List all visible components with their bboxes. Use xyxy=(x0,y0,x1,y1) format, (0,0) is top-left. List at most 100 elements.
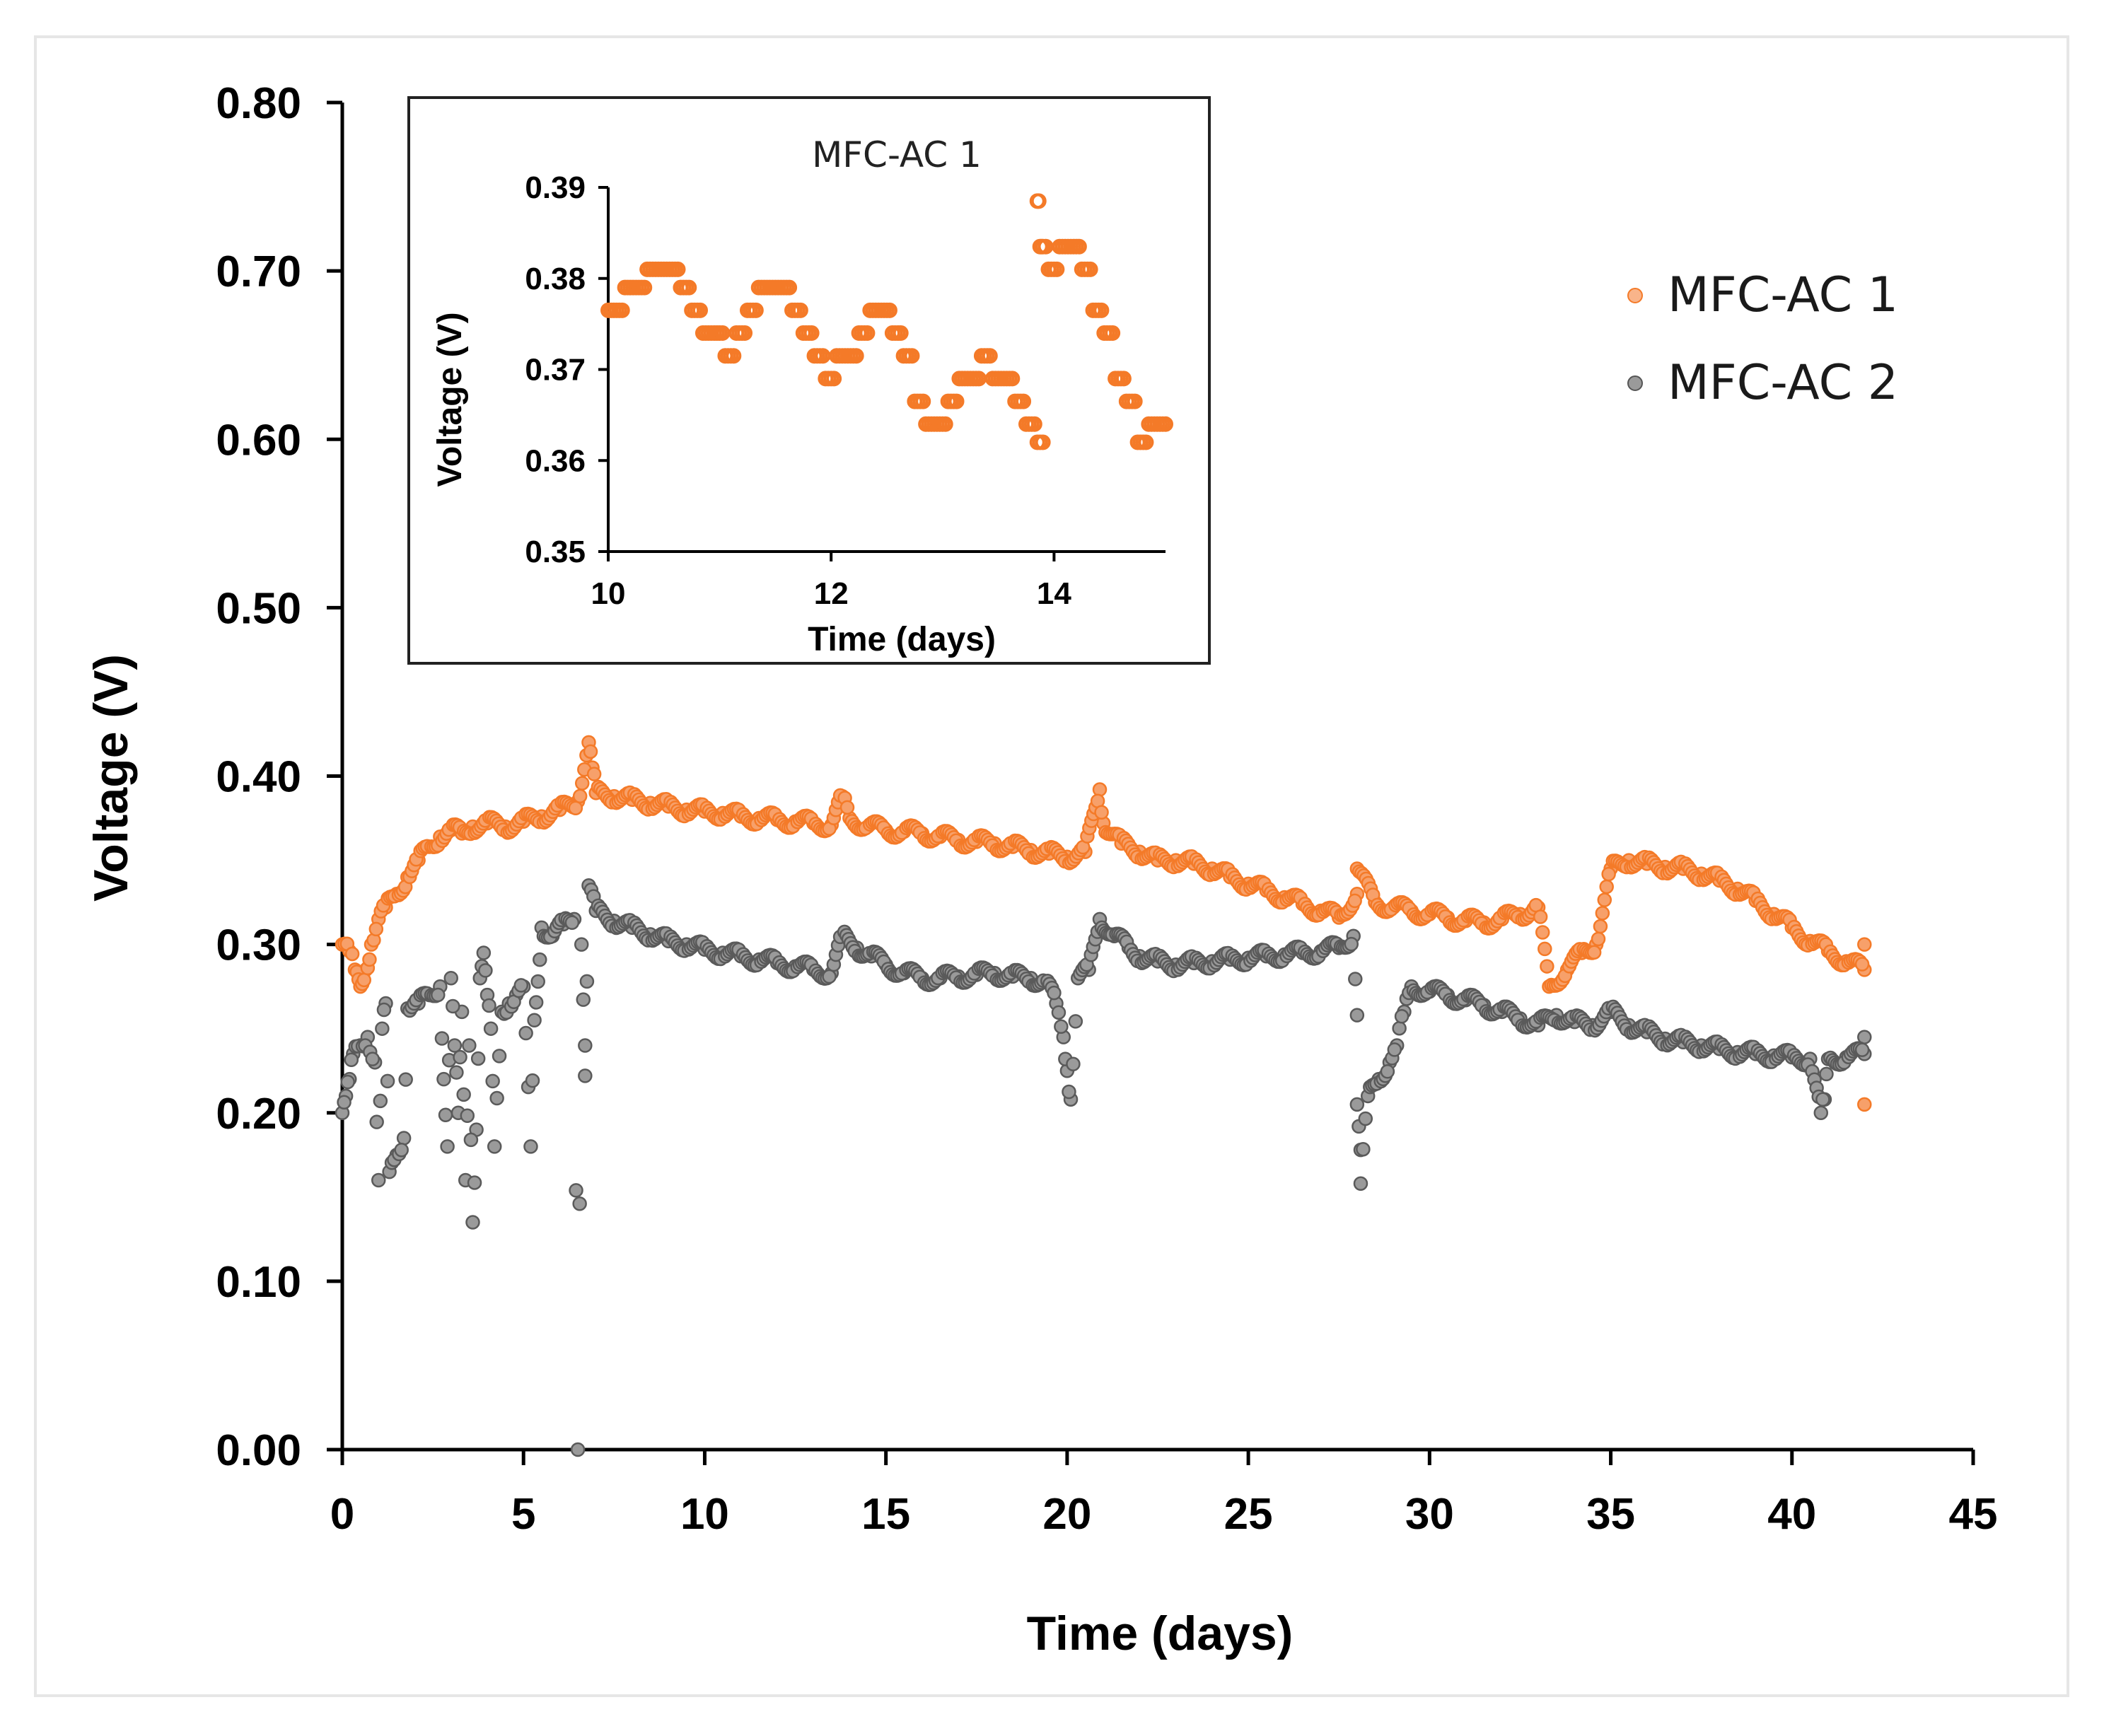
inset-y-tick-label: 0.38 xyxy=(525,262,586,296)
data-point xyxy=(574,937,589,952)
inset-data-point xyxy=(1138,434,1154,450)
inset-x-axis-title: Time (days) xyxy=(808,621,996,658)
inset-data-point xyxy=(781,279,798,296)
inset-data-point xyxy=(848,348,864,364)
inset-data-point xyxy=(1016,393,1032,409)
main-y-tick-label: 0.50 xyxy=(216,584,301,633)
inset-data-point xyxy=(965,371,982,387)
data-point xyxy=(578,1038,593,1053)
data-point xyxy=(583,744,598,759)
inset-data-point xyxy=(675,279,692,296)
data-point xyxy=(438,1107,453,1123)
main-y-tick-label: 0.60 xyxy=(216,416,301,465)
data-point xyxy=(1599,879,1614,895)
inset-y-tick-label: 0.39 xyxy=(525,170,586,205)
inset-y-axis-title: Voltage (V) xyxy=(431,312,469,487)
data-point xyxy=(460,1108,475,1124)
inset-data-point xyxy=(987,371,1004,387)
data-point xyxy=(487,1139,502,1154)
inset-data-point xyxy=(931,416,948,432)
inset-data-point xyxy=(826,371,842,387)
data-point xyxy=(839,800,855,815)
data-point xyxy=(1066,1056,1081,1072)
inset-data-point xyxy=(876,302,893,318)
main-x-tick-label: 30 xyxy=(1405,1490,1454,1539)
data-point xyxy=(371,1172,386,1188)
inset-data-point xyxy=(1110,371,1127,387)
data-point xyxy=(485,1073,500,1089)
data-point xyxy=(340,1074,355,1090)
data-point xyxy=(482,998,496,1013)
data-point xyxy=(527,1013,542,1028)
main-x-tick-label: 45 xyxy=(1949,1490,1998,1539)
inset-data-point xyxy=(1155,416,1171,432)
data-point xyxy=(1068,1014,1083,1029)
data-point xyxy=(572,788,588,804)
inset-data-point xyxy=(1049,261,1065,277)
main-x-tick-label: 25 xyxy=(1224,1490,1273,1539)
inset-data-point xyxy=(809,348,825,364)
inset-data-point xyxy=(865,302,881,318)
legend-label-mfc-ac-1: MFC-AC 1 xyxy=(1668,267,1898,323)
main-x-tick-label: 0 xyxy=(330,1490,354,1539)
legend-label-mfc-ac-2: MFC-AC 2 xyxy=(1668,355,1898,411)
legend-marker-mfc-ac-2 xyxy=(1627,375,1643,391)
data-point xyxy=(533,952,547,967)
inset-data-point xyxy=(820,371,837,387)
legend: MFC-AC 1 MFC-AC 2 xyxy=(1627,267,1898,411)
data-point xyxy=(530,974,545,989)
data-point xyxy=(431,987,446,1003)
data-point xyxy=(463,1132,479,1148)
data-point xyxy=(398,1072,413,1087)
data-point xyxy=(470,1051,486,1066)
data-point xyxy=(465,1215,480,1230)
data-point xyxy=(586,767,602,781)
main-x-ticks: 0 5 10 15 20 25 30 35 40 45 xyxy=(330,1450,1998,1539)
inset-y-tick-label: 0.35 xyxy=(525,535,586,569)
data-point xyxy=(1586,945,1602,960)
legend-marker-mfc-ac-1 xyxy=(1627,288,1643,303)
data-point xyxy=(1347,893,1362,909)
inset-data-point xyxy=(1030,193,1047,209)
inset-data-point xyxy=(976,348,992,364)
inset-data-point xyxy=(921,416,937,432)
inset-data-point xyxy=(1076,261,1093,277)
inset-y-tick-label: 0.36 xyxy=(525,443,586,478)
inset-data-point xyxy=(753,279,769,296)
inset-data-point xyxy=(614,302,630,318)
inset-data-point xyxy=(720,348,736,364)
data-point xyxy=(483,1021,499,1036)
main-x-tick-label: 15 xyxy=(861,1490,910,1539)
data-point xyxy=(440,1139,455,1154)
inset-data-point xyxy=(1099,325,1115,341)
data-point xyxy=(579,974,595,989)
data-point xyxy=(1394,1008,1410,1024)
data-point xyxy=(492,1049,507,1064)
inset-data-point xyxy=(904,348,920,364)
inset-data-point xyxy=(620,279,636,296)
data-point xyxy=(380,1073,395,1089)
data-point xyxy=(476,945,492,960)
data-point xyxy=(1538,941,1552,957)
inset-data-point xyxy=(943,393,959,409)
data-point xyxy=(528,995,544,1010)
inset-x-tick-label: 10 xyxy=(591,576,626,611)
main-y-tick-label: 0.80 xyxy=(216,79,301,128)
data-point xyxy=(453,1049,467,1065)
data-point xyxy=(572,1196,587,1211)
main-x-tick-label: 40 xyxy=(1767,1490,1816,1539)
data-point xyxy=(1819,1066,1834,1082)
inset-data-point xyxy=(982,348,998,364)
inset-data-point xyxy=(1065,238,1081,255)
data-point xyxy=(1062,1084,1076,1100)
inset-data-point xyxy=(1144,416,1160,432)
inset-data-point xyxy=(854,325,870,341)
data-point xyxy=(568,800,583,815)
inset-data-point xyxy=(1115,371,1132,387)
inset-data-point xyxy=(898,348,914,364)
inset-y-tick-label: 0.37 xyxy=(525,353,586,388)
main-y-tick-label: 0.00 xyxy=(216,1426,301,1475)
inset-data-point xyxy=(954,371,970,387)
main-y-ticks: 0.00 0.10 0.20 0.30 0.40 0.50 0.60 0.70 0.80 xyxy=(216,79,342,1475)
